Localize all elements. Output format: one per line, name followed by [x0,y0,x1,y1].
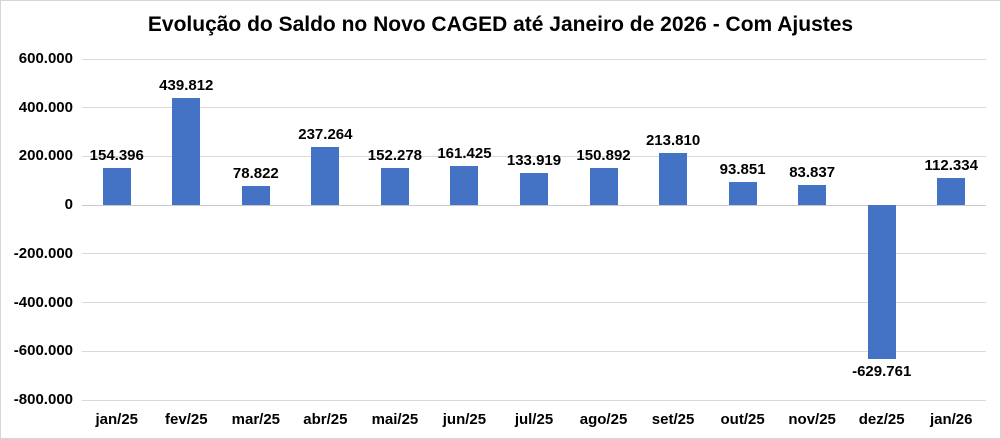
gridline-400.000 [82,107,986,109]
bar-mai/25 [380,168,409,206]
bar-fev/25 [172,98,201,206]
bar-mar/25 [241,185,270,206]
data-label-jan/25: 154.396 [89,146,144,164]
y-axis-tick-label: -600.000 [13,342,73,360]
x-axis-tick-label-fev/25: fev/25 [165,411,208,428]
y-axis-tick-label: -200.000 [13,244,73,262]
bar-jan/26 [937,177,966,206]
bar-dez/25 [867,205,896,359]
x-axis-tick-label-jul/25: jul/25 [514,411,554,428]
x-axis-tick-label-nov/25: nov/25 [788,411,836,428]
data-label-out/25: 93.851 [719,161,766,179]
bar-jul/25 [520,172,548,206]
data-label-dez/25: -629.761 [852,362,912,380]
y-axis-tick-label: 0 [64,196,73,214]
gridline-600.000 [82,58,986,60]
bar-set/25 [659,153,688,206]
data-label-jul/25: 133.919 [506,151,562,169]
gridline-200.000 [82,155,986,157]
x-axis-tick-label-jan/26: jan/26 [929,411,973,428]
y-axis-tick-label: 400.000 [18,98,73,116]
x-axis-tick-label-mai/25: mai/25 [371,411,419,428]
bar-nov/25 [798,184,827,206]
data-label-nov/25: 83.837 [789,163,836,181]
gridline--600.000 [82,350,986,352]
x-axis-tick-label-mar/25: mar/25 [231,411,281,428]
gridline--800.000 [82,399,986,401]
data-label-ago/25: 150.892 [576,147,631,165]
data-label-mai/25: 152.278 [367,147,423,165]
chart-title: Evolução do Saldo no Novo CAGED até Jane… [147,13,854,36]
data-label-set/25: 213.810 [645,132,701,150]
x-axis-tick-label-dez/25: dez/25 [858,411,905,428]
x-axis-tick-label-jun/25: jun/25 [442,411,487,428]
data-label-jun/25: 161.425 [437,144,492,162]
gridline--200.000 [82,253,986,255]
x-axis-tick-label-jan/25: jan/25 [95,411,139,428]
data-label-fev/25: 439.812 [159,77,214,95]
x-axis-tick-label-set/25: set/25 [651,411,695,428]
data-label-abr/25: 237.264 [298,126,353,144]
x-axis-tick-label-out/25: out/25 [720,411,765,428]
bar-jun/25 [450,165,479,206]
bar-jan/25 [102,167,131,206]
bar-out/25 [728,182,757,206]
x-axis-tick-label-ago/25: ago/25 [579,411,628,428]
bar-ago/25 [589,168,618,206]
data-label-mar/25: 78.822 [232,164,279,182]
y-axis-tick-label: -400.000 [13,293,73,311]
x-axis-tick-label-abr/25: abr/25 [303,411,348,428]
y-axis-tick-label: 200.000 [18,147,73,165]
zero-gridline [82,204,986,206]
y-axis-tick-label: 600.000 [18,50,73,67]
gridline--400.000 [82,302,986,304]
y-axis-tick-label: -800.000 [13,391,73,408]
bar-abr/25 [311,147,340,206]
data-label-jan/26: 112.334 [924,156,978,174]
